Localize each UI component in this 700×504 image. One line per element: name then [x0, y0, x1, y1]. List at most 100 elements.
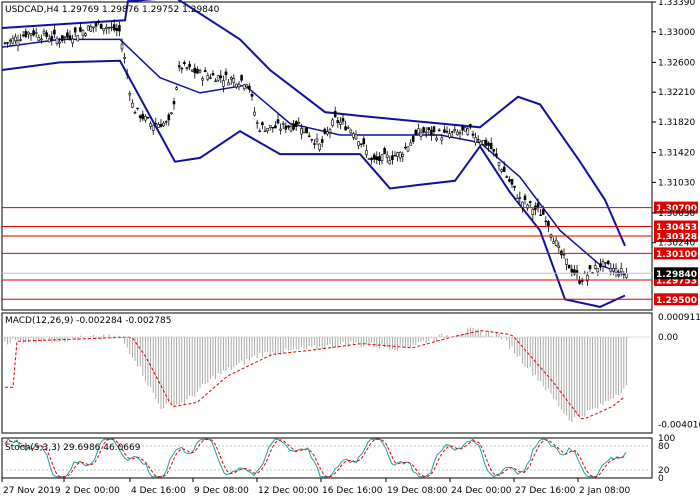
candle-body — [619, 267, 623, 273]
candle-body — [242, 84, 246, 90]
candle — [185, 66, 189, 71]
candle — [219, 69, 223, 84]
candle-body — [188, 63, 191, 68]
candle-body — [378, 156, 381, 161]
candle — [209, 74, 212, 80]
candle — [365, 144, 368, 158]
candle-body — [370, 157, 373, 161]
candle — [274, 121, 277, 129]
candle-body — [302, 126, 306, 133]
candle-body — [547, 221, 550, 227]
candle — [8, 38, 12, 46]
candle — [552, 237, 555, 244]
candle-body — [177, 65, 181, 68]
candle-body — [120, 43, 124, 50]
candle-body — [461, 124, 464, 131]
candle — [279, 123, 282, 135]
candle-body — [528, 201, 532, 204]
candle — [437, 128, 441, 132]
candle-body — [625, 272, 628, 278]
candle — [297, 117, 301, 125]
candle-body — [339, 121, 342, 125]
candle — [131, 99, 134, 109]
candle — [419, 128, 423, 141]
candle-body — [333, 110, 337, 118]
bollinger-lower-band — [1, 59, 626, 308]
candle — [248, 83, 251, 93]
level-price-tag — [654, 247, 698, 260]
candle-body — [170, 112, 173, 114]
candle-body — [606, 260, 610, 265]
candle — [614, 263, 618, 278]
candle — [190, 69, 194, 72]
candle — [362, 136, 366, 147]
candle-body — [232, 78, 236, 83]
candle-body — [115, 27, 119, 31]
candle — [183, 60, 186, 66]
candle — [518, 191, 522, 203]
candle — [196, 66, 199, 74]
candle-body — [167, 114, 171, 121]
candle — [198, 68, 202, 74]
candle — [97, 19, 100, 25]
candle-body — [40, 38, 43, 41]
candle — [398, 151, 402, 162]
candle-body — [565, 258, 568, 265]
candle-body — [411, 136, 415, 142]
candle-body — [495, 153, 498, 157]
candle-body — [471, 133, 475, 136]
candle-body — [274, 125, 277, 129]
candle — [172, 97, 176, 110]
candle-body — [448, 133, 451, 138]
candle-body — [482, 140, 485, 145]
price-tick-label: 1.33000 — [658, 28, 695, 38]
candle — [346, 125, 350, 130]
candle-body — [401, 154, 405, 157]
candle — [123, 52, 126, 64]
candle-body — [287, 125, 290, 128]
current-price-label: 1.29840 — [656, 270, 697, 280]
candle — [443, 125, 446, 134]
candle — [14, 33, 17, 44]
candle — [294, 120, 298, 131]
candle-body — [58, 41, 61, 44]
candle — [463, 126, 467, 132]
candle — [372, 152, 376, 164]
candle-body — [391, 155, 394, 160]
candle-body — [346, 127, 350, 129]
candle-body — [224, 71, 228, 76]
candle — [258, 128, 262, 133]
candle — [27, 31, 30, 39]
current-price-tag — [654, 267, 698, 280]
candle — [523, 193, 527, 205]
candle-body — [365, 150, 368, 155]
candle-body — [510, 179, 514, 185]
candle — [253, 107, 256, 117]
candle — [71, 34, 74, 48]
candle — [229, 75, 233, 85]
candle-body — [6, 42, 9, 44]
candle-body — [617, 274, 620, 277]
candle — [227, 79, 230, 86]
candle-body — [193, 67, 197, 74]
price-tick-label: 1.31420 — [658, 149, 695, 159]
candle — [326, 126, 329, 137]
candle-body — [29, 33, 33, 36]
candle — [125, 68, 129, 80]
candle — [141, 110, 145, 122]
candle — [115, 23, 119, 37]
candle — [89, 24, 93, 32]
candle-body — [19, 39, 22, 41]
candle — [149, 121, 152, 130]
macd-signal-line — [5, 330, 626, 420]
candle-body — [118, 25, 121, 32]
candle-body — [131, 102, 134, 108]
candle-body — [445, 131, 449, 133]
candle — [565, 258, 568, 271]
candle-body — [42, 30, 46, 34]
candle — [383, 146, 386, 155]
candle — [406, 146, 410, 153]
candle — [352, 131, 355, 141]
